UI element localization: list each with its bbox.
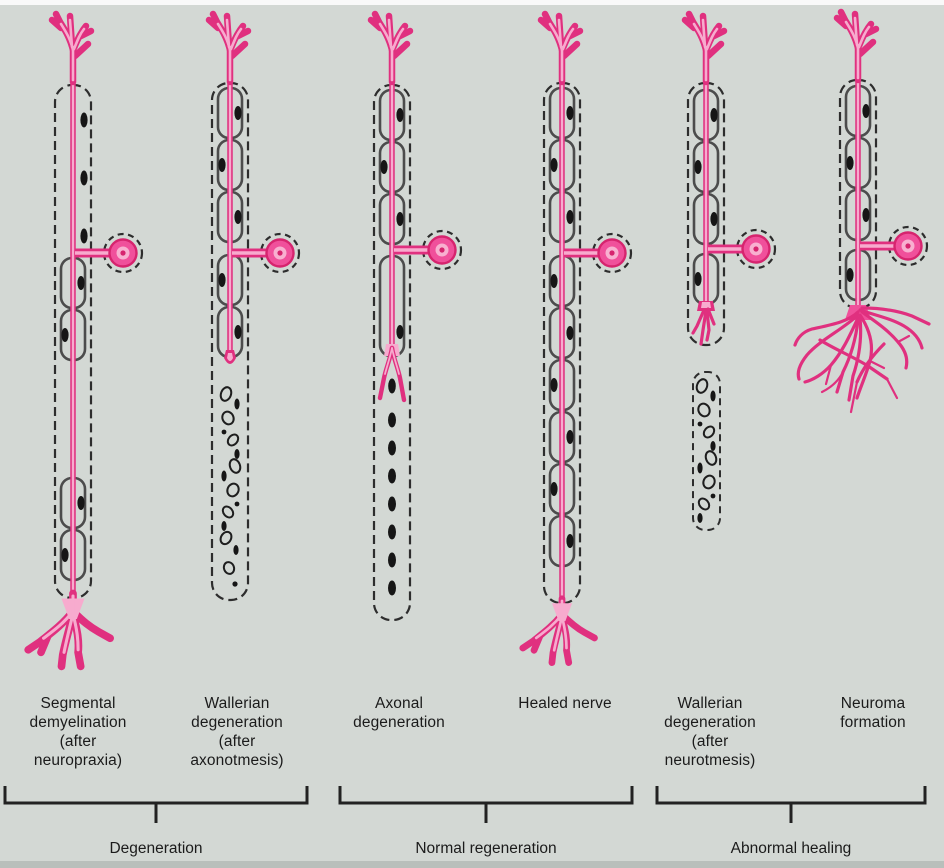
terminal-branches [28, 593, 110, 666]
neuron-segmental-demyelination [28, 14, 142, 666]
label-axonal-degeneration: Axonal degeneration [353, 695, 445, 731]
dendrites [837, 12, 876, 80]
bottom-border-strip [0, 861, 944, 868]
neuron-wallerian-axonotmesis [209, 14, 299, 602]
axon-sprouts [691, 301, 716, 346]
axon-fork [377, 344, 407, 403]
group-label-degeneration: Degeneration [109, 840, 203, 857]
neuron-axonal-degeneration [371, 14, 461, 622]
neuron-healed-nerve [523, 14, 631, 663]
top-border-strip [0, 0, 944, 5]
neuron-wallerian-neurotmesis [685, 14, 775, 531]
label-segmental-demyelination: Segmental demyelination (after neuroprax… [29, 695, 127, 769]
detached-degenerating-segment [692, 371, 721, 531]
axon [224, 78, 236, 364]
bracket-normal-regeneration [338, 786, 634, 805]
dendrites [209, 14, 248, 82]
dendrites [685, 14, 724, 82]
neuron-neuroma-formation [793, 12, 931, 414]
schwann-cell-nuclei [80, 112, 88, 244]
schwann-cell-nuclei [388, 378, 396, 596]
label-wallerian-axonotmesis: Wallerian degeneration (after axonotmesi… [190, 695, 284, 769]
bracket-degeneration [3, 786, 309, 805]
group-brackets [3, 786, 927, 823]
bracket-abnormal-healing [655, 786, 927, 805]
group-label-abnormal-healing: Abnormal healing [730, 840, 852, 857]
label-wallerian-neurotmesis: Wallerian degeneration (after neurotmesi… [664, 695, 756, 769]
dendrites [52, 14, 91, 82]
dendrites [371, 14, 410, 82]
dendrites [541, 14, 580, 82]
group-label-normal-regeneration: Normal regeneration [415, 840, 557, 857]
terminal-branches [523, 599, 595, 663]
myelin-debris [217, 384, 244, 587]
label-healed-nerve: Healed nerve [518, 695, 612, 712]
label-neuroma-formation: Neuroma formation [840, 695, 906, 731]
neuroma-tangle [793, 305, 931, 414]
